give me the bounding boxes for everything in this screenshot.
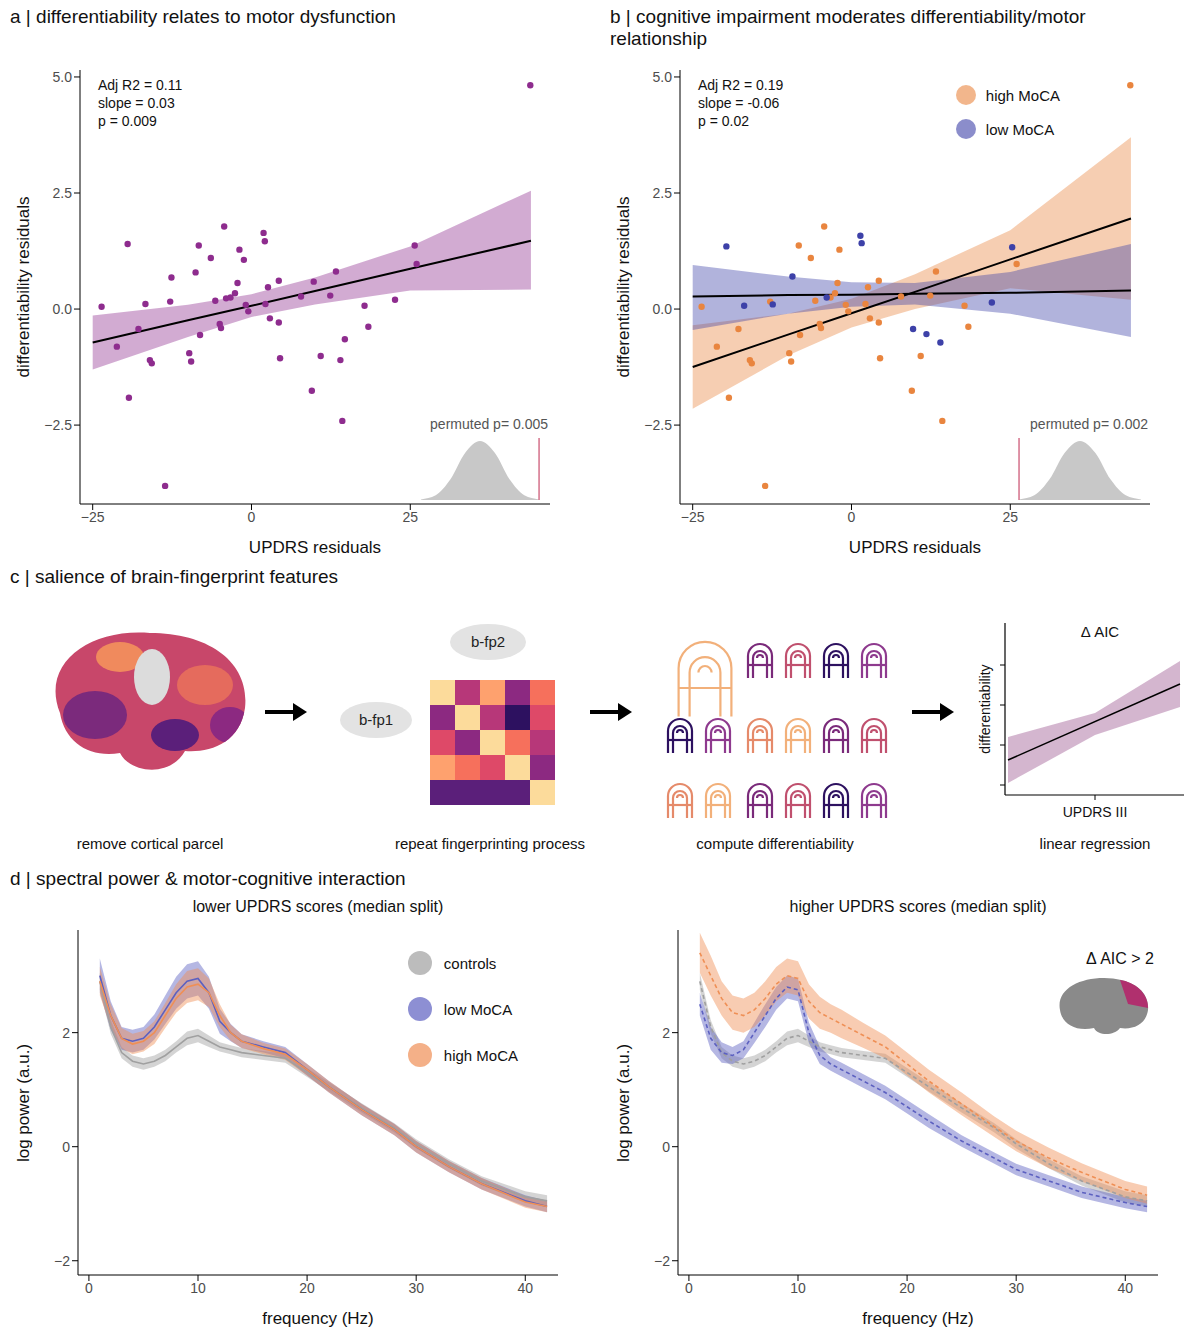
- html-text:high MoCA: high MoCA: [443, 1046, 518, 1064]
- html-text:log power (a.u.): log power (a.u.): [614, 1043, 633, 1162]
- html-text:lower UPDRS scores (median spl: lower UPDRS scores (median split): [192, 898, 444, 915]
- html-text:Adj R2 = 0.11: Adj R2 = 0.11: [98, 77, 183, 93]
- svg-text:b-fp2: b-fp2: [471, 633, 505, 650]
- svg-text:5.0: 5.0: [53, 69, 73, 85]
- html-text:high MoCA: high MoCA: [985, 86, 1060, 104]
- html-text:d | spectral power & motor-cog: d | spectral power & motor-cognitive int…: [10, 868, 406, 889]
- svg-text:−2: −2: [54, 1253, 70, 1269]
- svg-text:2: 2: [662, 1025, 670, 1041]
- html-text:c | salience of brain-fingerpr: c | salience of brain-fingerprint featur…: [10, 566, 339, 587]
- svg-text:20: 20: [299, 1280, 315, 1296]
- html-text:a | differentiability relates: a | differentiability relates to motor d…: [10, 6, 396, 27]
- svg-text:2.5: 2.5: [653, 185, 673, 201]
- html-text:p = 0.02: p = 0.02: [698, 113, 749, 129]
- svg-text:b-fp1: b-fp1: [359, 711, 393, 728]
- svg-text:20: 20: [899, 1280, 915, 1296]
- svg-text:UPDRS III: UPDRS III: [1063, 804, 1128, 820]
- html-text:permuted p= 0.002: permuted p= 0.002: [1030, 416, 1148, 432]
- svg-text:0: 0: [662, 1139, 670, 1155]
- html-text:low MoCA: low MoCA: [985, 120, 1055, 138]
- svg-text:−2.5: −2.5: [44, 417, 72, 433]
- svg-text:0.0: 0.0: [53, 301, 73, 317]
- html-text:controls: controls: [443, 954, 497, 972]
- svg-text:10: 10: [790, 1280, 806, 1296]
- svg-text:−2.5: −2.5: [644, 417, 672, 433]
- svg-text:2: 2: [62, 1025, 70, 1041]
- html-text:UPDRS residuals: UPDRS residuals: [248, 538, 382, 557]
- html-text:frequency (Hz): frequency (Hz): [262, 1309, 374, 1328]
- html-text:UPDRS residuals: UPDRS residuals: [848, 538, 982, 557]
- svg-text:30: 30: [408, 1280, 424, 1296]
- svg-text:−25: −25: [681, 509, 705, 525]
- svg-text:40: 40: [517, 1280, 533, 1296]
- svg-text:2.5: 2.5: [53, 185, 73, 201]
- svg-text:remove cortical parcel: remove cortical parcel: [77, 835, 224, 852]
- svg-text:5.0: 5.0: [653, 69, 673, 85]
- html-text:permuted p= 0.005: permuted p= 0.005: [430, 416, 548, 432]
- html-text:b | cognitive impairment moder: b | cognitive impairment moderates diffe…: [610, 6, 1086, 49]
- svg-text:25: 25: [402, 509, 418, 525]
- svg-text:0: 0: [848, 509, 856, 525]
- svg-text:40: 40: [1117, 1280, 1133, 1296]
- svg-text:0.0: 0.0: [653, 301, 673, 317]
- html-text:slope = -0.06: slope = -0.06: [698, 95, 780, 111]
- html-text:Δ AIC > 2: Δ AIC > 2: [1085, 950, 1154, 967]
- svg-text:0: 0: [685, 1280, 693, 1296]
- svg-text:linear regression: linear regression: [1040, 835, 1151, 852]
- html-text:Adj R2 = 0.19: Adj R2 = 0.19: [698, 77, 784, 93]
- svg-text:0: 0: [62, 1139, 70, 1155]
- html-text:differentiability residuals: differentiability residuals: [614, 196, 633, 378]
- html-text:differentiability residuals: differentiability residuals: [14, 196, 33, 378]
- svg-text:30: 30: [1008, 1280, 1024, 1296]
- svg-text:−25: −25: [81, 509, 105, 525]
- svg-text:Δ AIC: Δ AIC: [1081, 623, 1120, 640]
- html-text:slope = 0.03: slope = 0.03: [98, 95, 175, 111]
- svg-text:0: 0: [85, 1280, 93, 1296]
- svg-text:0: 0: [248, 509, 256, 525]
- svg-text:repeat fingerprinting process: repeat fingerprinting process: [395, 835, 585, 852]
- svg-text:10: 10: [190, 1280, 206, 1296]
- svg-text:compute differentiability: compute differentiability: [696, 835, 854, 852]
- html-text:log power (a.u.): log power (a.u.): [14, 1043, 33, 1162]
- html-text:frequency (Hz): frequency (Hz): [862, 1309, 974, 1328]
- svg-text:25: 25: [1002, 509, 1018, 525]
- svg-text:−2: −2: [654, 1253, 670, 1269]
- svg-text:differentiability: differentiability: [977, 664, 993, 753]
- html-text:higher UPDRS scores (median sp: higher UPDRS scores (median split): [789, 898, 1047, 915]
- html-text:low MoCA: low MoCA: [443, 1000, 513, 1018]
- html-text:p = 0.009: p = 0.009: [98, 113, 157, 129]
